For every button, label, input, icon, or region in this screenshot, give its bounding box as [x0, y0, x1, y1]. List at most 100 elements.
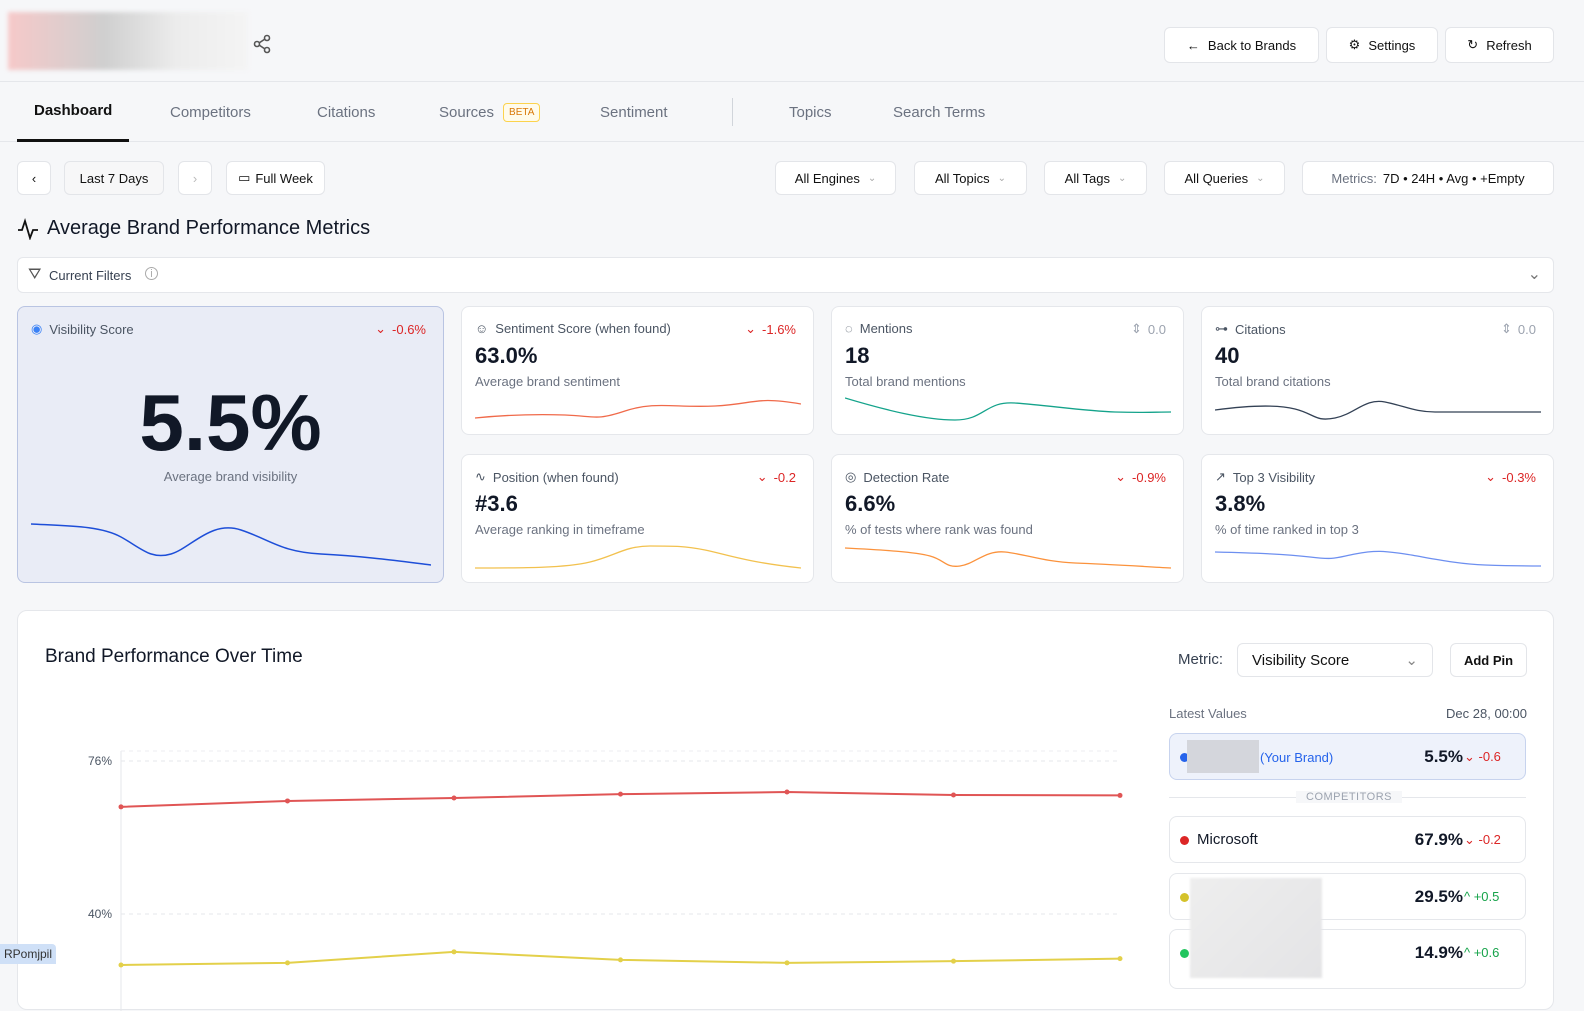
- card-subtitle: Total brand citations: [1215, 374, 1331, 389]
- settings-label: Settings: [1368, 37, 1416, 53]
- engines-dropdown[interactable]: All Engines ⌄: [775, 161, 896, 195]
- chevron-down-icon: ⌄: [1464, 832, 1479, 847]
- activity-icon: [18, 218, 38, 240]
- tab-label: Competitors: [170, 103, 251, 121]
- your-brand-label: (Your Brand): [1260, 750, 1334, 765]
- competitor-row[interactable]: Microsoft 67.9% ⌄ -0.2: [1169, 816, 1526, 863]
- current-filters-panel[interactable]: ⛛ Current Filters i ⌄: [17, 257, 1554, 293]
- legend-dot: [1180, 753, 1189, 762]
- message-icon: ◌: [845, 321, 853, 336]
- tags-label: All Tags: [1064, 170, 1110, 186]
- legend-dot: [1180, 836, 1189, 845]
- mentions-sparkline: [845, 397, 1171, 421]
- gear-icon: ⚙: [1348, 37, 1361, 52]
- metric-dropdown[interactable]: Visibility Score ⌄: [1237, 643, 1433, 677]
- period-selector[interactable]: Last 7 Days: [64, 161, 164, 195]
- filter-icon: ⛛: [28, 266, 42, 283]
- position-card[interactable]: ∿ Position (when found) ⌄ -0.2 #3.6 Averag…: [461, 454, 814, 583]
- y-tick-label: 76%: [88, 754, 112, 768]
- card-delta: -0.2: [773, 469, 796, 485]
- full-week-button[interactable]: ▭ Full Week: [226, 161, 325, 195]
- tab-divider: [732, 98, 733, 126]
- chevron-down-icon: ⌄: [1405, 652, 1418, 669]
- add-pin-button[interactable]: Add Pin: [1450, 643, 1527, 677]
- row-delta: -0.2: [1478, 832, 1501, 847]
- visibility-score-card[interactable]: ◉ Visibility Score ⌄ -0.6% 5.5% Average br…: [17, 306, 444, 583]
- card-value: 18: [845, 343, 870, 368]
- competitor-name: Microsoft: [1197, 831, 1258, 848]
- beta-badge: BETA: [503, 102, 541, 122]
- metrics-settings-button[interactable]: Metrics: 7D • 24H • Avg • +Empty: [1302, 161, 1554, 195]
- data-point: [951, 958, 956, 964]
- back-to-brands-button[interactable]: ← Back to Brands: [1164, 27, 1319, 63]
- citations-card[interactable]: ⊶ Citations ⇕ 0.0 40 Total brand citations: [1201, 306, 1554, 435]
- chevron-down-icon: ⌄: [997, 172, 1007, 184]
- card-title: Detection Rate: [863, 469, 950, 485]
- tab-dashboard[interactable]: Dashboard: [17, 82, 130, 142]
- tab-search-terms[interactable]: Search Terms: [893, 82, 985, 142]
- add-pin-label: Add Pin: [1463, 652, 1514, 668]
- card-delta: -0.9%: [1132, 469, 1166, 485]
- back-label: Back to Brands: [1207, 37, 1297, 53]
- refresh-label: Refresh: [1486, 37, 1532, 53]
- arrow-up-right-icon: ↗: [1215, 469, 1226, 484]
- brand-logo: [8, 12, 248, 70]
- metrics-value: 7D • 24H • Avg • +Empty: [1382, 170, 1525, 186]
- card-delta: 0.0: [1517, 321, 1536, 337]
- chevron-right-icon: ›: [192, 170, 198, 186]
- top3-visibility-card[interactable]: ↗ Top 3 Visibility ⌄ -0.3% 3.8% % of time …: [1201, 454, 1554, 583]
- mentions-card[interactable]: ◌ Mentions ⇕ 0.0 18 Total brand mentions: [831, 306, 1184, 435]
- settings-button[interactable]: ⚙ Settings: [1326, 27, 1438, 63]
- tab-label: Dashboard: [34, 102, 113, 119]
- card-value: 40: [1215, 343, 1240, 368]
- data-point: [951, 792, 956, 798]
- card-value: 3.8%: [1215, 491, 1266, 516]
- tab-citations[interactable]: Citations: [317, 82, 375, 142]
- visibility-sparkline: [31, 523, 431, 566]
- data-point: [118, 804, 124, 810]
- tab-sources[interactable]: Sources BETA: [439, 82, 541, 142]
- card-title: Sentiment Score (when found): [495, 321, 671, 336]
- chevron-down-icon: ⌄: [375, 321, 387, 336]
- refresh-button[interactable]: ↻ Refresh: [1445, 27, 1554, 63]
- card-title: Citations: [1235, 321, 1286, 337]
- data-point: [451, 795, 457, 801]
- metric-label: Metric:: [1178, 651, 1223, 668]
- arrow-left-icon: ←: [1186, 37, 1200, 53]
- card-title: Mentions: [859, 321, 913, 336]
- divider: [0, 81, 1584, 82]
- card-subtitle: Average ranking in timeframe: [475, 522, 645, 537]
- info-icon[interactable]: i: [145, 267, 158, 280]
- next-period-button[interactable]: ›: [178, 161, 212, 195]
- row-delta: +0.6: [1473, 945, 1500, 960]
- card-value: 6.6%: [845, 491, 896, 516]
- sentiment-card[interactable]: ☺ Sentiment Score (when found) ⌄ -1.6% 63.…: [461, 306, 814, 435]
- card-subtitle: Average brand visibility: [163, 469, 298, 484]
- metrics-label: Metrics:: [1331, 170, 1377, 186]
- chevron-down-icon: ⌄: [745, 321, 757, 336]
- tab-sentiment[interactable]: Sentiment: [600, 82, 668, 142]
- chevron-down-icon[interactable]: ⌄: [1527, 266, 1541, 283]
- tab-topics[interactable]: Topics: [789, 82, 832, 142]
- chevron-down-icon: ⌄: [1256, 172, 1265, 184]
- share-icon[interactable]: [252, 34, 272, 54]
- tab-competitors[interactable]: Competitors: [170, 82, 251, 142]
- chevron-down-icon: ⌄: [1485, 469, 1497, 484]
- topics-label: All Topics: [934, 170, 990, 186]
- tags-dropdown[interactable]: All Tags ⌄: [1044, 161, 1147, 195]
- brand-name-redacted: [1187, 740, 1259, 773]
- card-subtitle: % of tests where rank was found: [845, 522, 1033, 537]
- period-label: Last 7 Days: [79, 170, 149, 186]
- queries-dropdown[interactable]: All Queries ⌄: [1164, 161, 1285, 195]
- chevron-down-icon: ⌄: [867, 172, 877, 184]
- detection-rate-card[interactable]: ◎ Detection Rate ⌄ -0.9% 6.6% % of tests w…: [831, 454, 1184, 583]
- previous-period-button[interactable]: ‹: [17, 161, 51, 195]
- competitors-label: COMPETITORS: [1296, 791, 1402, 803]
- data-point: [118, 962, 124, 968]
- tab-label: Search Terms: [893, 103, 986, 121]
- your-brand-row[interactable]: (Your Brand) 5.5% ⌄ -0.6: [1169, 733, 1526, 780]
- citations-sparkline: [1215, 400, 1541, 420]
- topics-dropdown[interactable]: All Topics ⌄: [914, 161, 1027, 195]
- position-sparkline: [475, 545, 801, 569]
- data-point: [618, 957, 623, 963]
